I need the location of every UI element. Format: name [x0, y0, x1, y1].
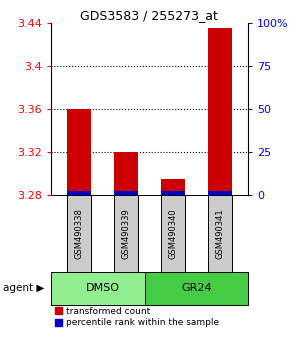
Bar [51, 272, 145, 304]
Text: GR24: GR24 [181, 283, 212, 293]
Bar [145, 272, 248, 304]
Bar [114, 191, 138, 195]
Bar [114, 152, 138, 195]
Bar [161, 195, 184, 272]
Bar [114, 195, 138, 272]
Bar [208, 28, 231, 195]
Text: DMSO: DMSO [85, 283, 119, 293]
Bar [208, 195, 231, 272]
Bar [67, 109, 91, 195]
Bar [161, 179, 184, 195]
Bar [208, 191, 231, 195]
Text: GSM490341: GSM490341 [215, 209, 224, 259]
Text: GSM490340: GSM490340 [168, 209, 177, 259]
Bar [161, 191, 184, 195]
Text: GSM490339: GSM490339 [122, 208, 130, 259]
Text: GSM490338: GSM490338 [75, 208, 84, 259]
Text: agent ▶: agent ▶ [3, 283, 44, 293]
Bar [67, 195, 91, 272]
Legend: transformed count, percentile rank within the sample: transformed count, percentile rank withi… [55, 307, 219, 327]
Title: GDS3583 / 255273_at: GDS3583 / 255273_at [80, 9, 218, 22]
Bar [67, 191, 91, 195]
